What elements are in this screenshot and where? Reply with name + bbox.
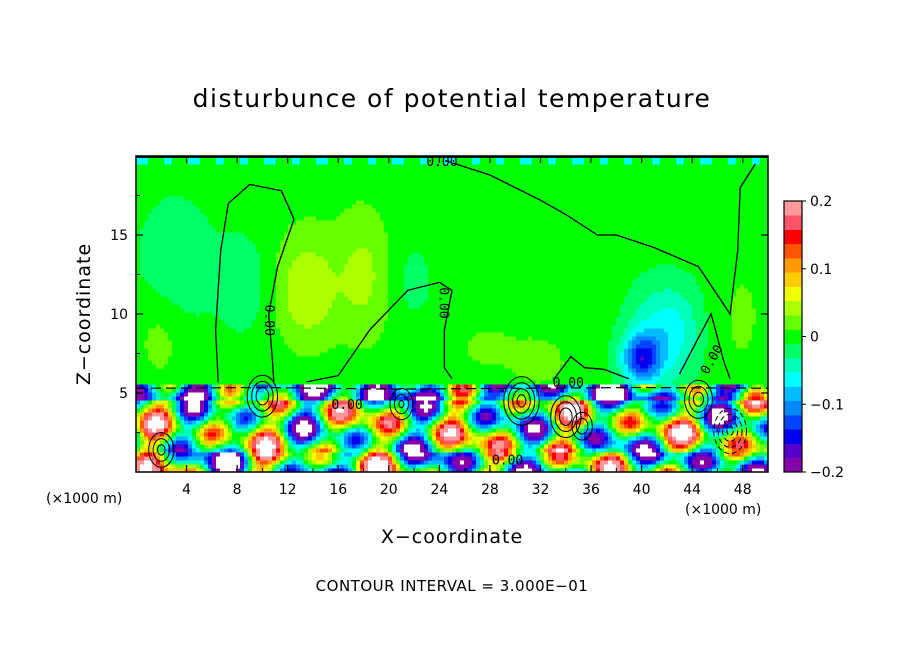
- y-axis-label: Z−coordinate: [73, 242, 95, 386]
- colorbar-tick-label-0: 0.2: [810, 194, 832, 210]
- contour-label-6: 0.00: [492, 453, 523, 468]
- colorbar-tick-label-4: −0.2: [810, 465, 844, 481]
- contour-interval-note: CONTOUR INTERVAL = 3.000E−01: [315, 577, 589, 595]
- contour-label-4: 0.00: [553, 376, 584, 391]
- chart-title: disturbunce of potential temperature: [192, 84, 712, 113]
- colorbar-tick-label-1: 0.1: [810, 262, 832, 278]
- colorbar-swatch: [784, 286, 802, 302]
- x-tick-label-0: 4: [182, 482, 191, 498]
- colorbar-swatch: [784, 400, 802, 416]
- colorbar-tick-label-2: 0: [810, 330, 819, 346]
- x-tick-label-5: 24: [430, 482, 448, 498]
- x-tick-label-2: 12: [279, 482, 297, 498]
- plot-area: 0.000.000.000.000.000.000.00: [136, 155, 768, 472]
- x-axis-label: X−coordinate: [380, 526, 524, 548]
- x-tick-label-6: 28: [481, 482, 499, 498]
- y-tick-label-0: 5: [119, 386, 128, 402]
- colorbar: 0.2 0.1 0 −0.1 −0.2: [783, 194, 844, 481]
- x-tick-label-4: 20: [380, 482, 398, 498]
- colorbar-swatch: [784, 414, 802, 430]
- x-tick-label-8: 36: [582, 482, 600, 498]
- colorbar-swatch: [784, 229, 802, 245]
- colorbar-swatch: [784, 443, 802, 459]
- contour-label-2: 0.00: [436, 287, 451, 318]
- x-tick-label-11: 48: [734, 482, 752, 498]
- colorbar-swatch: [784, 343, 802, 359]
- y-tick-label-1: 10: [110, 307, 128, 323]
- contour-label-0: 0.00: [426, 155, 457, 170]
- colorbar-swatch: [784, 372, 802, 387]
- x-tick-label-10: 44: [683, 482, 701, 498]
- x-tick-label-7: 32: [532, 482, 550, 498]
- colorbar-swatch: [784, 272, 802, 287]
- x-tick-label-1: 8: [233, 482, 242, 498]
- contour-label-5: 0.00: [331, 398, 362, 413]
- colorbar-swatch: [784, 357, 802, 373]
- colorbar-swatch: [784, 329, 802, 345]
- colorbar-swatch: [784, 258, 802, 273]
- colorbar-swatch: [784, 215, 802, 230]
- colorbar-swatch: [784, 429, 802, 444]
- x-tick-label-3: 16: [329, 482, 347, 498]
- x-unit-label-left: (×1000 m): [46, 491, 123, 507]
- colorbar-swatch: [784, 300, 802, 316]
- y-tick-label-2: 15: [110, 228, 128, 244]
- x-tick-label-9: 40: [633, 482, 651, 498]
- contour-label-1: 0.00: [261, 305, 276, 336]
- colorbar-swatch: [784, 315, 802, 330]
- colorbar-swatch: [784, 201, 802, 216]
- colorbar-tick-label-3: −0.1: [810, 397, 844, 413]
- x-unit-label-right: (×1000 m): [685, 502, 762, 518]
- colorbar-swatch: [784, 243, 802, 259]
- colorbar-swatch: [784, 386, 802, 402]
- colorbar-swatch: [784, 457, 802, 473]
